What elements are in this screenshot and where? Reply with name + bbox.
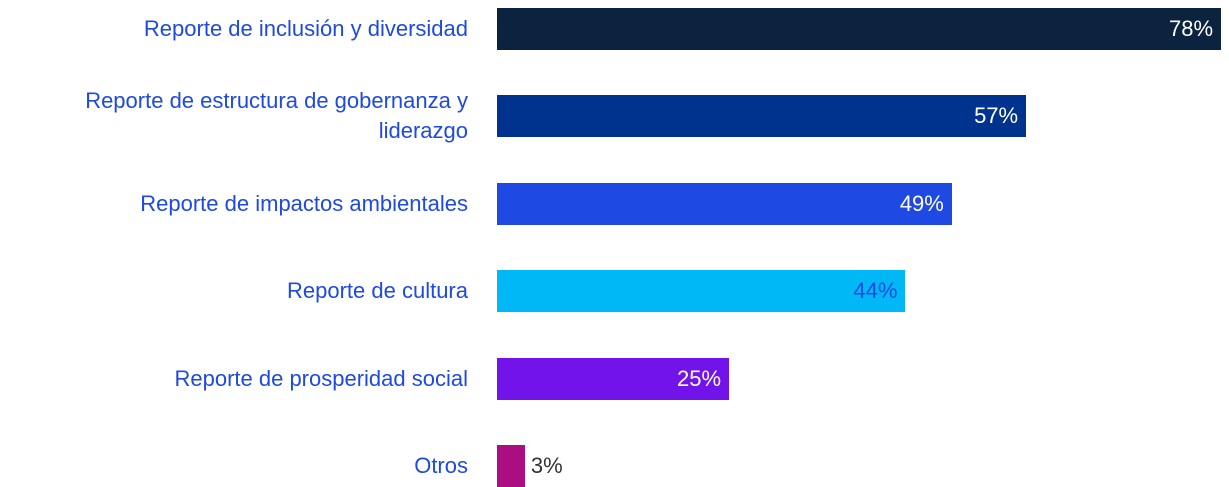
category-label: Reporte de prosperidad social (174, 365, 468, 391)
value-label: 78% (1169, 16, 1214, 41)
category-label: Reporte de cultura (287, 278, 468, 304)
value-label: 3% (530, 453, 563, 478)
value-label: 25% (677, 365, 722, 391)
value-label: 57% (974, 103, 1019, 129)
category-label: Reporte de inclusión y diversidad (143, 16, 468, 41)
value-label: 49% (899, 190, 944, 216)
bar (497, 445, 525, 487)
bar (497, 95, 1027, 138)
value-label: 44% (853, 278, 898, 304)
bar (497, 8, 1221, 50)
bar (497, 357, 730, 400)
category-label: Reporte de impactos ambientales (140, 190, 468, 216)
bar (497, 182, 952, 225)
category-label: Reporte de estructura de gobernanza y li… (85, 88, 468, 144)
category-label: Otros (414, 453, 468, 478)
bar (497, 270, 906, 313)
